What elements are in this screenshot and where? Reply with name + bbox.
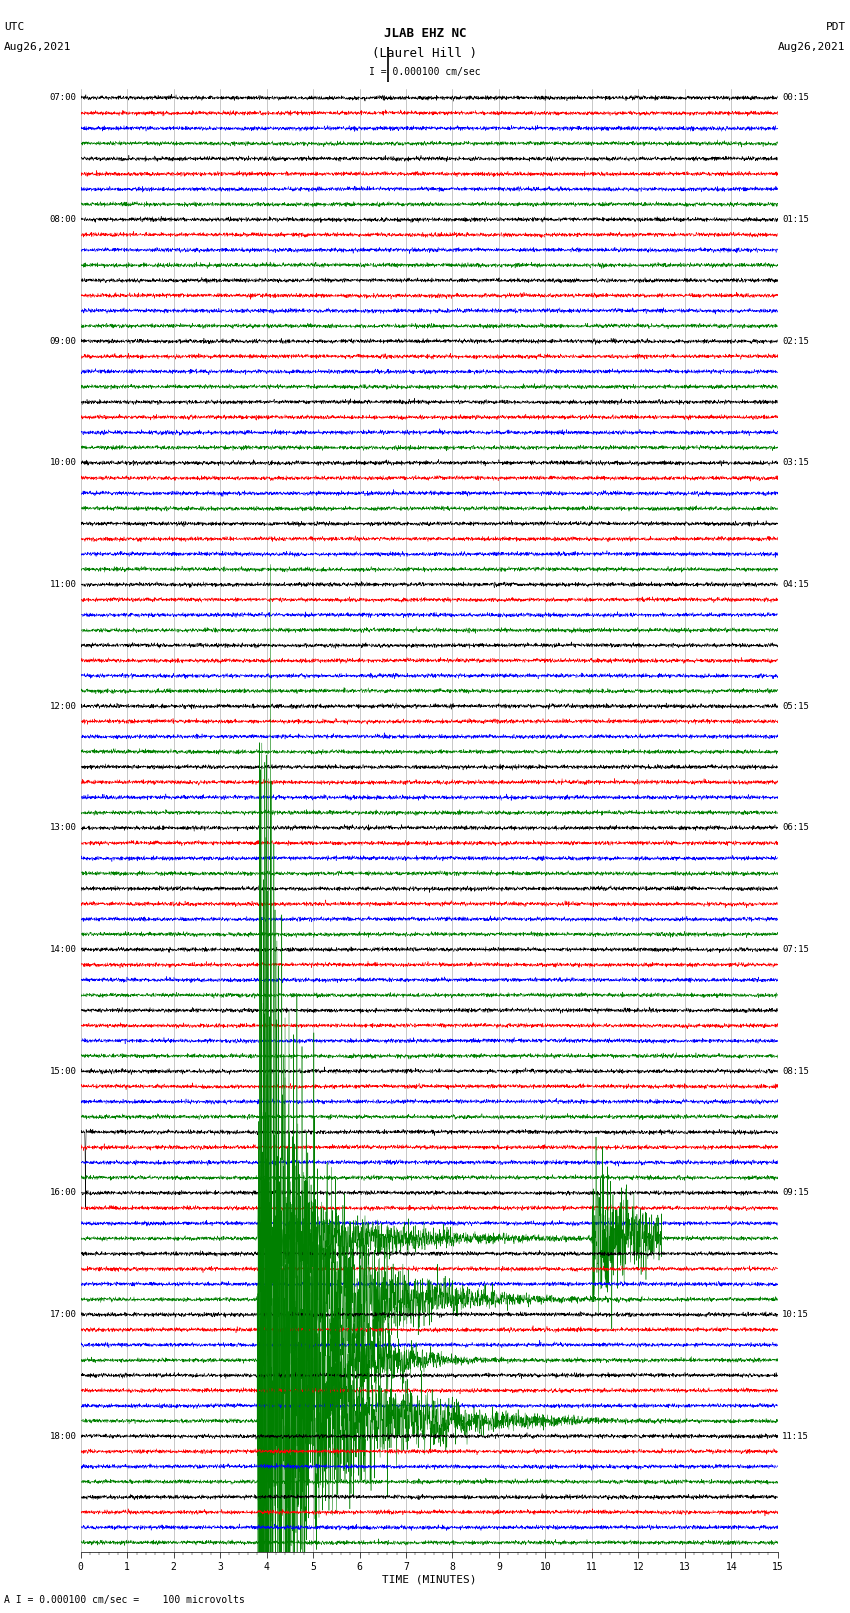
Text: 15:00: 15:00	[49, 1066, 76, 1076]
Text: PDT: PDT	[825, 23, 846, 32]
Text: 10:00: 10:00	[49, 458, 76, 468]
Text: 14:00: 14:00	[49, 945, 76, 953]
Text: 08:15: 08:15	[782, 1066, 809, 1076]
Text: I = 0.000100 cm/sec: I = 0.000100 cm/sec	[369, 68, 481, 77]
Text: 11:00: 11:00	[49, 581, 76, 589]
Text: 06:15: 06:15	[782, 823, 809, 832]
Text: 00:15: 00:15	[782, 94, 809, 102]
Text: 11:15: 11:15	[782, 1432, 809, 1440]
Text: 01:15: 01:15	[782, 215, 809, 224]
Text: UTC: UTC	[4, 23, 25, 32]
Text: Aug26,2021: Aug26,2021	[4, 42, 71, 52]
Text: 09:00: 09:00	[49, 337, 76, 345]
Text: Aug26,2021: Aug26,2021	[779, 42, 846, 52]
Text: 02:15: 02:15	[782, 337, 809, 345]
Text: A I = 0.000100 cm/sec =    100 microvolts: A I = 0.000100 cm/sec = 100 microvolts	[4, 1595, 245, 1605]
Text: 03:15: 03:15	[782, 458, 809, 468]
Text: 07:15: 07:15	[782, 945, 809, 953]
Text: 18:00: 18:00	[49, 1432, 76, 1440]
Text: 07:00: 07:00	[49, 94, 76, 102]
Text: 13:00: 13:00	[49, 823, 76, 832]
Text: 04:15: 04:15	[782, 581, 809, 589]
Text: JLAB EHZ NC: JLAB EHZ NC	[383, 27, 467, 40]
Text: 05:15: 05:15	[782, 702, 809, 711]
Text: 10:15: 10:15	[782, 1310, 809, 1319]
Text: 16:00: 16:00	[49, 1189, 76, 1197]
Text: 08:00: 08:00	[49, 215, 76, 224]
Text: 09:15: 09:15	[782, 1189, 809, 1197]
Text: (Laurel Hill ): (Laurel Hill )	[372, 47, 478, 60]
Text: 12:00: 12:00	[49, 702, 76, 711]
Text: 17:00: 17:00	[49, 1310, 76, 1319]
X-axis label: TIME (MINUTES): TIME (MINUTES)	[382, 1574, 477, 1586]
